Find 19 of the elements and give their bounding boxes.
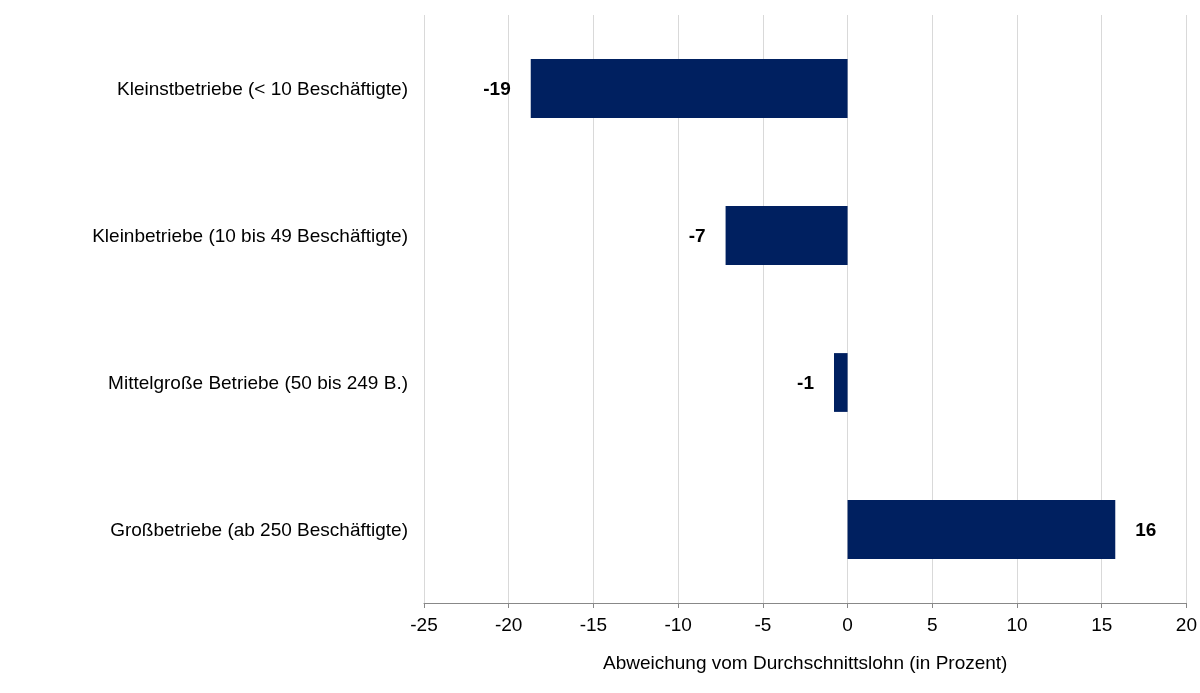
data-label: 16	[1135, 519, 1157, 540]
y-tick-label: Großbetriebe (ab 250 Beschäftigte)	[110, 519, 408, 540]
x-tick-label: 5	[927, 614, 938, 635]
x-tick-label: 10	[1006, 614, 1028, 635]
x-axis-title: Abweichung vom Durchschnittslohn (in Prozent)	[602, 652, 1008, 673]
data-label: -1	[797, 372, 815, 393]
x-tick-label: 0	[842, 614, 853, 635]
x-tick-label: -10	[664, 614, 692, 635]
x-tick-label: -25	[410, 614, 438, 635]
y-tick-label: Mittelgroße Betriebe (50 bis 249 B.)	[108, 372, 408, 393]
x-tick-label: -5	[754, 614, 772, 635]
y-tick-label: Kleinbetriebe (10 bis 49 Beschäftigte)	[92, 225, 408, 246]
x-tick-label: -20	[494, 614, 523, 635]
x-tick-label: 20	[1175, 614, 1197, 635]
x-tick-label: 15	[1091, 614, 1113, 635]
data-label: -19	[483, 78, 511, 99]
y-tick-label: Kleinstbetriebe (< 10 Beschäftigte)	[117, 78, 408, 99]
x-tick-label: -15	[579, 614, 608, 635]
data-label: -7	[688, 225, 706, 246]
